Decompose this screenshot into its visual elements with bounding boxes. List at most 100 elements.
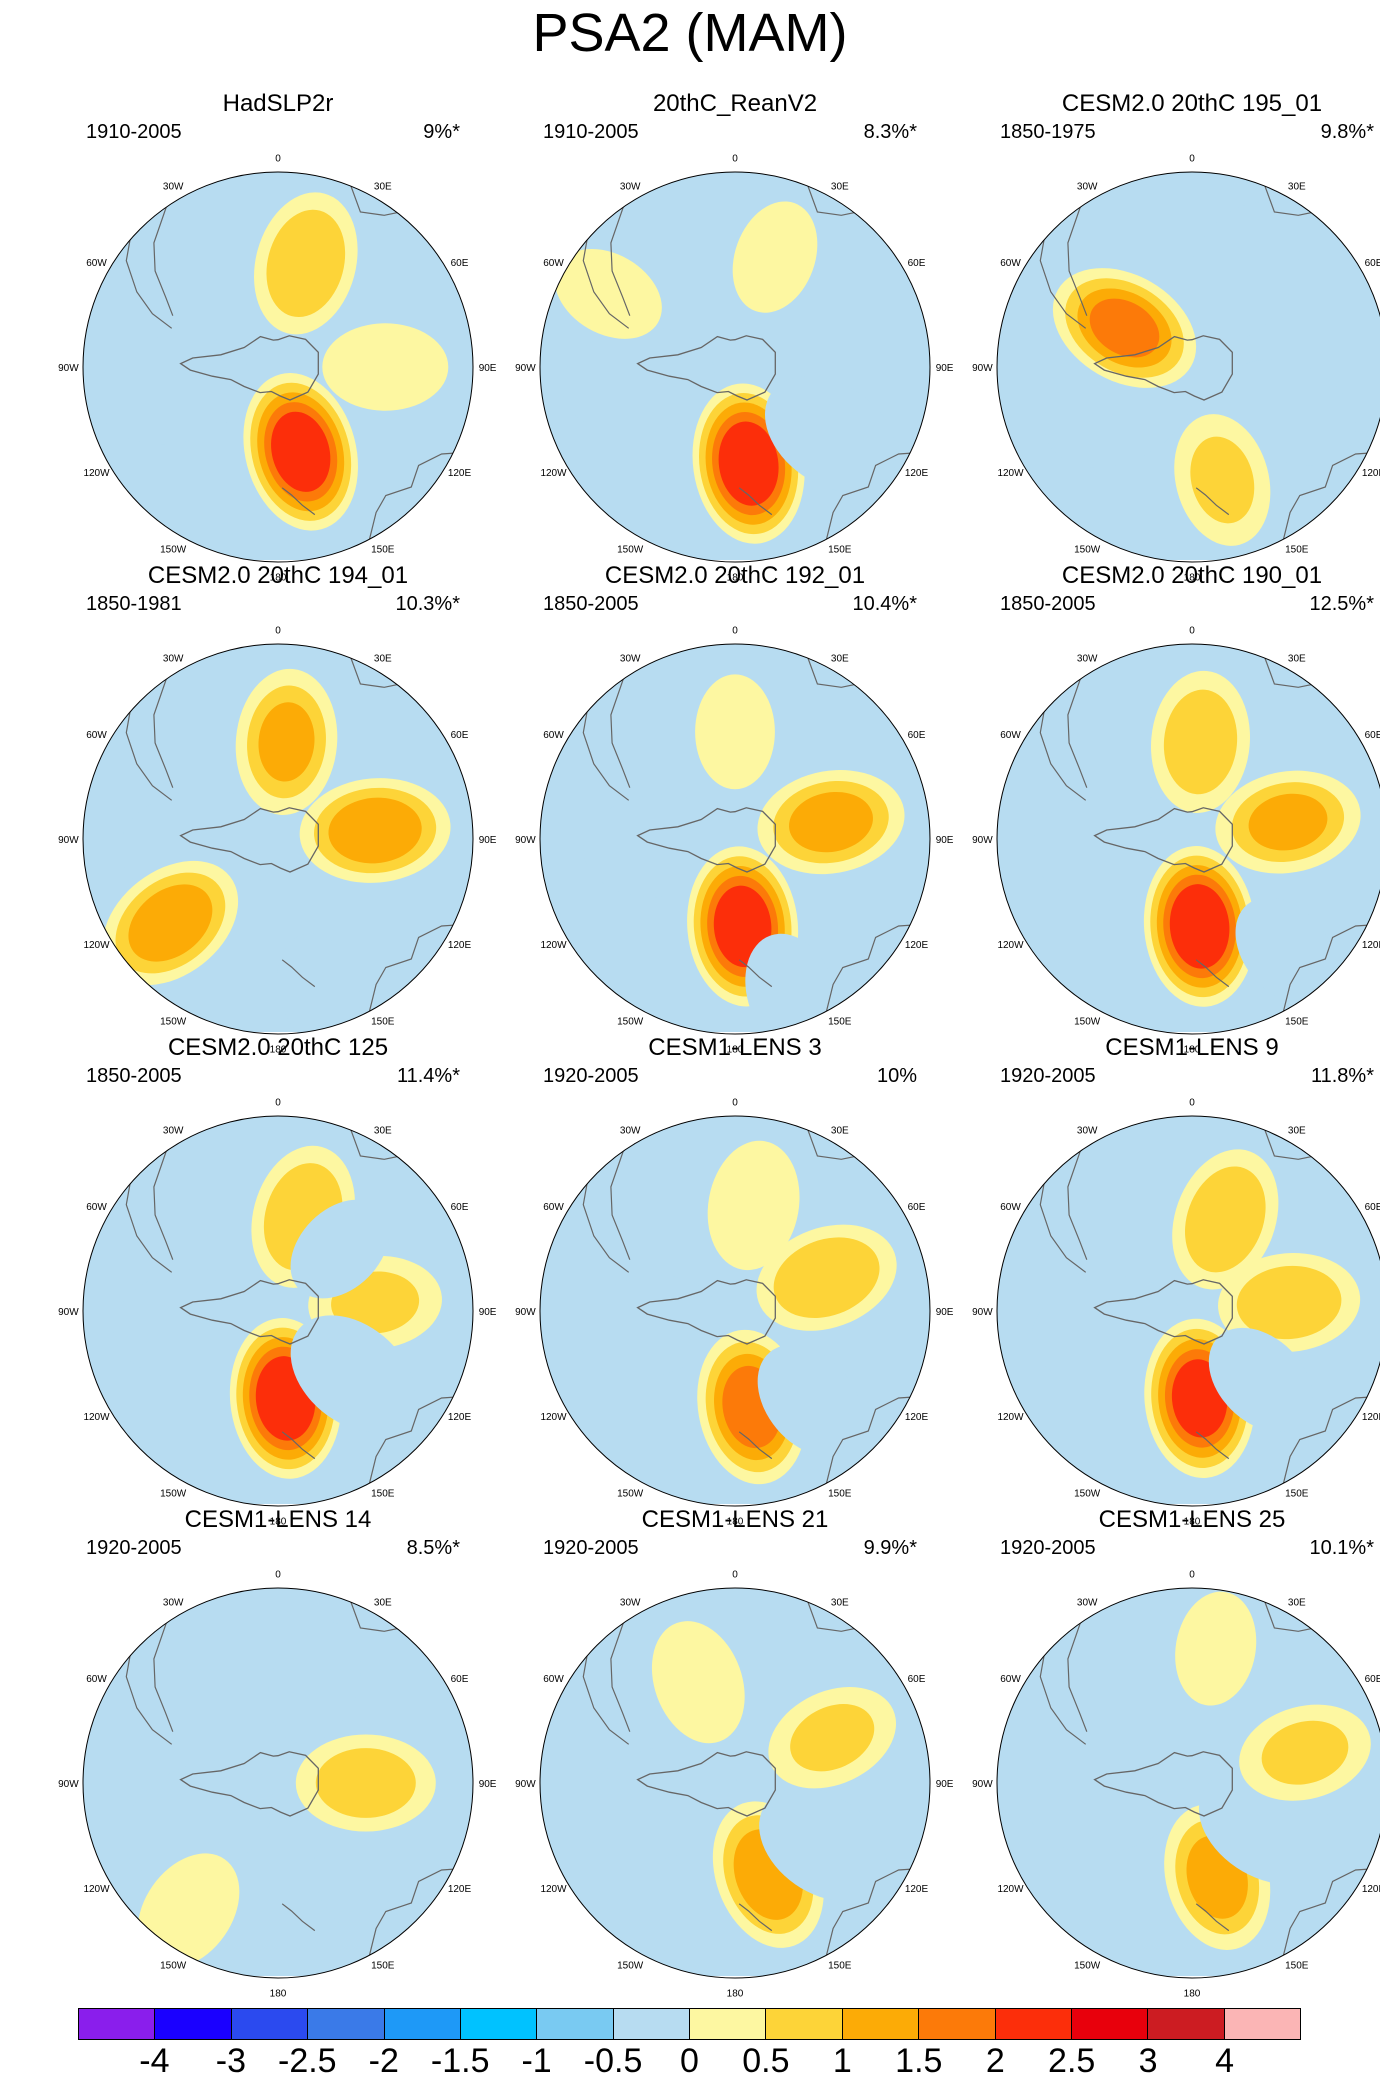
longitude-label: 0 [732, 153, 738, 164]
map-panel: CESM1-LENS 3 1920-2005 10% 0 30E 60E 90E 120E 15… [505, 1034, 965, 1528]
longitude-label: 120W [83, 1412, 110, 1423]
longitude-label: 120W [997, 1884, 1024, 1895]
panel-explained-variance: 11.8%* [1310, 1065, 1374, 1087]
map-panel: CESM2.0 20thC 125 1850-2005 11.4%* 0 30E 60E 9… [48, 1034, 508, 1528]
map-outline [996, 1587, 1380, 1979]
longitude-label: 150W [1074, 1017, 1101, 1028]
longitude-label: 180 [1184, 1989, 1201, 2000]
longitude-label: 90E [936, 835, 954, 846]
longitude-label: 150W [160, 1017, 187, 1028]
longitude-label: 150W [1074, 1489, 1101, 1500]
antarctica-coastline [1093, 335, 1233, 401]
anomaly-contour-band [1248, 793, 1328, 851]
colorbar-tick-label: -1.5 [430, 2042, 490, 2080]
anomaly-contour-band [580, 1745, 739, 1861]
anomaly-contour-band [313, 1831, 419, 1944]
longitude-label: 60E [1365, 258, 1380, 269]
anomaly-contour-band [271, 411, 331, 492]
longitude-label: 60W [543, 730, 564, 741]
longitude-label: 180 [727, 1045, 744, 1056]
anomaly-contour-band [1089, 298, 1160, 358]
longitude-label: 0 [275, 625, 281, 636]
colorbar-swatch [537, 2009, 614, 2039]
map-panel: CESM2.0 20thC 192_01 1850-2005 10.4%* 0 30E 6… [505, 562, 965, 1056]
panel-title: CESM1-LENS 21 [641, 1506, 829, 1533]
anomaly-contour-band [1031, 791, 1189, 901]
longitude-label: 60E [1365, 730, 1380, 741]
antarctica-coastline [636, 807, 776, 873]
panel-period: 1850-2005 [1000, 593, 1096, 615]
longitude-label: 120W [83, 1884, 110, 1895]
longitude-label: 60W [543, 1674, 564, 1685]
longitude-label: 180 [270, 1517, 287, 1528]
longitude-label: 60W [543, 258, 564, 269]
longitude-label: 60W [1000, 1202, 1021, 1213]
new-zealand-coastline [281, 1903, 316, 1932]
longitude-label: 120W [540, 1412, 567, 1423]
longitude-label: 150W [617, 1961, 644, 1972]
antarctica-coastline [1093, 807, 1233, 873]
anomaly-contour-band [322, 323, 449, 411]
colorbar-tick-label: -2 [368, 2042, 399, 2080]
panel-title: CESM2.0 20thC 194_01 [147, 562, 409, 589]
longitude-label: 30W [620, 654, 641, 665]
longitude-label: 120W [997, 468, 1024, 479]
new-zealand-coastline [1195, 487, 1230, 516]
colorbar-tick-label: 4 [1215, 2042, 1235, 2080]
anomaly-contour-band [1261, 1720, 1349, 1785]
longitude-label: 0 [732, 1569, 738, 1580]
longitude-label: 0 [275, 153, 281, 164]
new-zealand-coastline [281, 959, 316, 988]
panel-period: 1910-2005 [543, 121, 639, 143]
map-outline [996, 171, 1380, 563]
australia-coastline [368, 1394, 473, 1484]
longitude-label: 150E [828, 1961, 852, 1972]
anomaly-contour-band [1185, 202, 1300, 343]
map-panel: 20thC_ReanV2 1910-2005 8.3%* 0 30E 60E 90E 120E… [505, 90, 965, 584]
longitude-label: 150E [1285, 1489, 1309, 1500]
new-zealand-coastline [738, 1431, 773, 1460]
map-outline [539, 1115, 931, 1507]
australia-coastline [825, 450, 930, 540]
australia-coastline [1282, 1866, 1380, 1956]
longitude-label: 30E [831, 1126, 849, 1137]
map-outline [82, 1587, 474, 1979]
longitude-label: 30W [1077, 182, 1098, 193]
longitude-label: 60E [451, 730, 469, 741]
colorbar-swatch [690, 2009, 767, 2039]
colorbar-swatch [919, 2009, 996, 2039]
longitude-label: 120E [448, 468, 472, 479]
anomaly-contour-band [773, 1237, 880, 1318]
longitude-label: 120E [448, 940, 472, 951]
panel-explained-variance: 9%* [423, 121, 460, 143]
longitude-label: 60E [908, 1202, 926, 1213]
longitude-label: 150W [160, 545, 187, 556]
colorbar-tick-label: 2.5 [1048, 2042, 1096, 2080]
longitude-label: 30W [163, 1126, 184, 1137]
longitude-label: 30E [374, 1598, 392, 1609]
panel-period: 1850-2005 [543, 593, 639, 615]
anomaly-contour-band [1235, 897, 1337, 1005]
longitude-label: 60W [86, 730, 107, 741]
antarctica-coastline [179, 1279, 319, 1345]
longitude-label: 150E [1285, 1017, 1309, 1028]
colorbar-tick-label: -2.5 [278, 2042, 337, 2080]
panel-period: 1850-2005 [86, 1065, 182, 1087]
colorbar-swatch [613, 2009, 690, 2039]
map-outline [82, 1115, 474, 1507]
anomaly-contour-band [759, 1788, 887, 1901]
longitude-label: 30E [1288, 1126, 1306, 1137]
longitude-label: 60E [908, 730, 926, 741]
longitude-label: 0 [732, 1097, 738, 1108]
longitude-label: 30W [163, 182, 184, 193]
colorbar-tick-label: -1 [521, 2042, 552, 2080]
longitude-label: 90W [58, 1779, 79, 1790]
longitude-label: 90W [972, 1307, 993, 1318]
colorbar-swatch [155, 2009, 232, 2039]
panel-title: CESM1-LENS 14 [184, 1506, 372, 1533]
anomaly-contour-band [561, 326, 715, 435]
new-zealand-coastline [738, 1903, 773, 1932]
